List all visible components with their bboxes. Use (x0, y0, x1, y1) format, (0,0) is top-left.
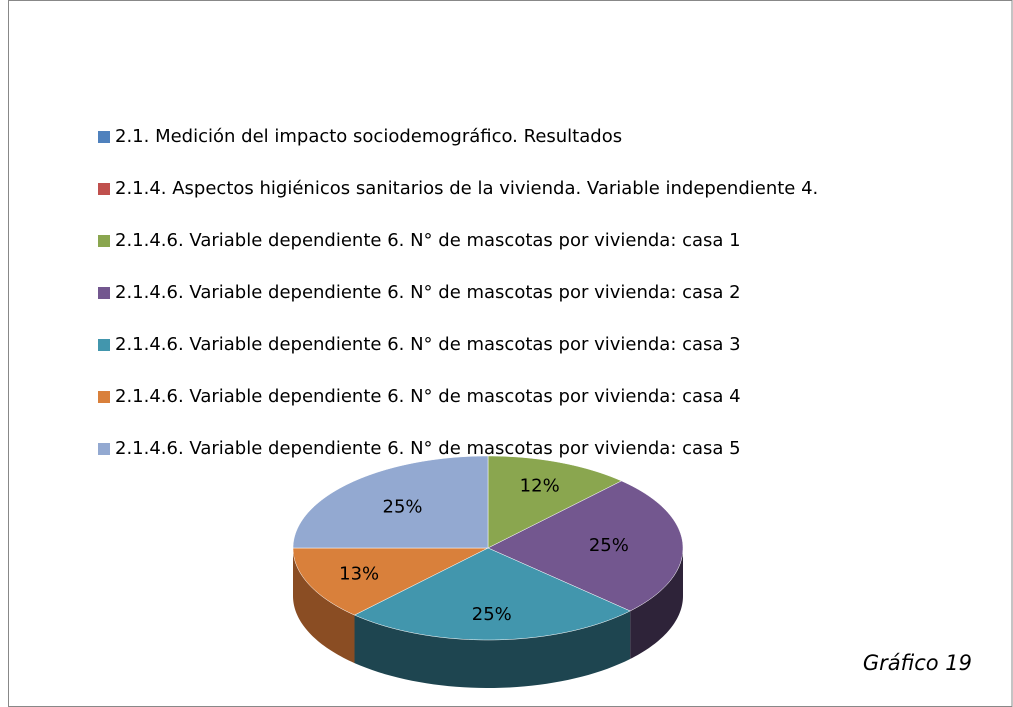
legend-label: 2.1.4.6. Variable dependiente 6. N° de m… (115, 230, 741, 251)
legend-label: 2.1.4.6. Variable dependiente 6. N° de m… (115, 386, 741, 407)
legend-swatch (98, 131, 110, 143)
pie-side (354, 610, 631, 688)
pie-side (630, 548, 683, 659)
legend-label: 2.1. Medición del impacto sociodemográfi… (115, 126, 622, 147)
legend-swatch (98, 235, 110, 247)
data-label: 12% (520, 475, 560, 496)
legend-swatch (98, 339, 110, 351)
legend-swatch (98, 391, 110, 403)
pie-slice (292, 455, 489, 549)
pie-slice (487, 480, 684, 612)
data-label: 25% (472, 604, 512, 625)
pie-side (293, 548, 355, 664)
legend-label: 2.1.4.6. Variable dependiente 6. N° de m… (115, 282, 741, 303)
legend-swatch (98, 287, 110, 299)
legend-label: 2.1.4.6. Variable dependiente 6. N° de m… (115, 438, 741, 459)
legend-label: 2.1.4.6. Variable dependiente 6. N° de m… (115, 334, 741, 355)
data-label: 13% (339, 563, 379, 584)
pie-slice (487, 455, 623, 549)
legend-swatch (98, 443, 110, 455)
caption: Gráfico 19 (863, 651, 972, 675)
data-label: 25% (589, 535, 629, 556)
legend-swatch (98, 183, 110, 195)
legend-label: 2.1.4. Aspectos higiénicos sanitarios de… (115, 178, 818, 199)
pie-slice (353, 547, 631, 641)
data-label: 25% (383, 497, 423, 518)
pie-slice (292, 547, 489, 616)
